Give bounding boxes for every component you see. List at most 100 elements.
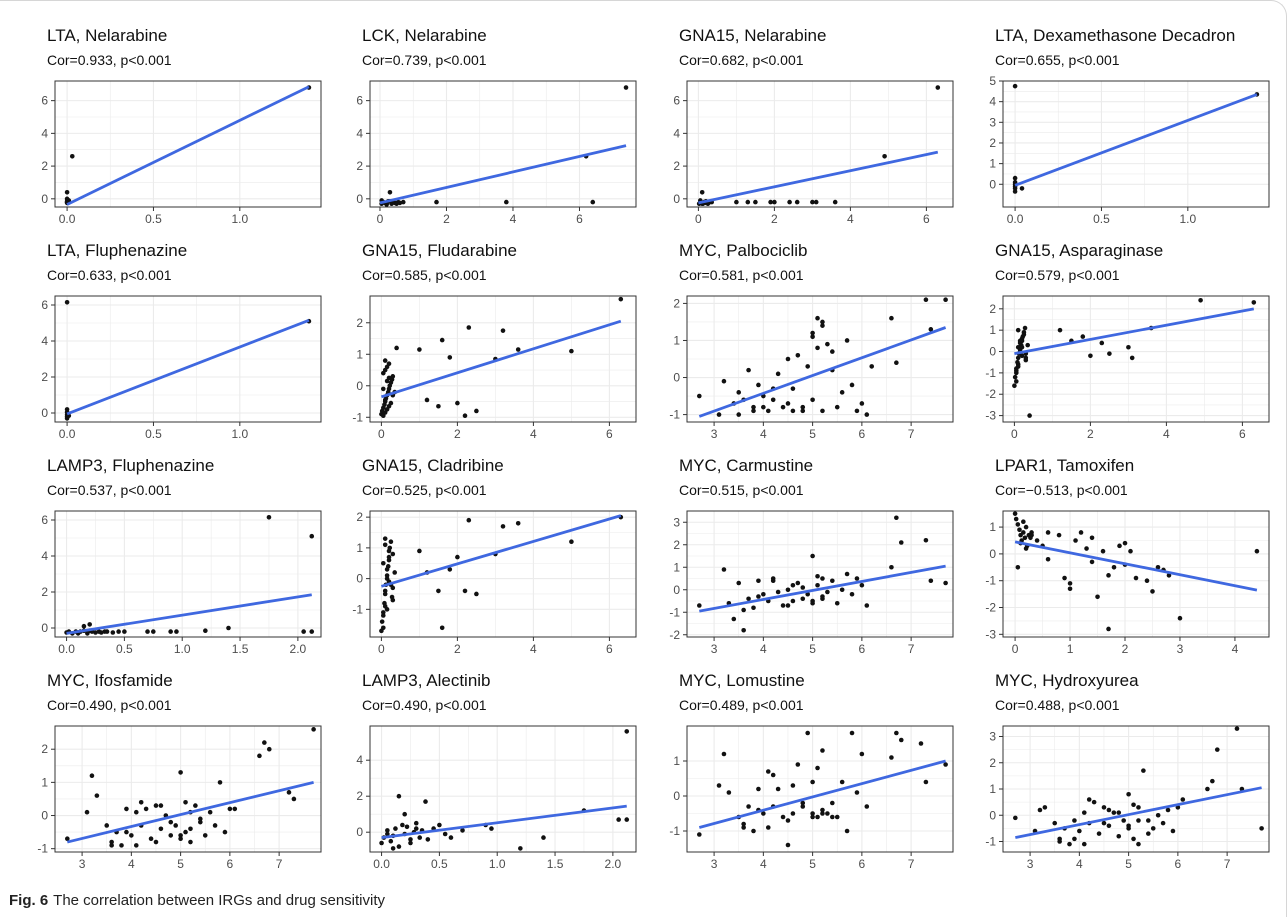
data-point (864, 412, 870, 417)
data-point (402, 811, 407, 817)
data-point (1101, 820, 1107, 826)
data-point (1073, 538, 1078, 543)
panel-title: LCK, Nelarabine (362, 26, 487, 45)
data-point (417, 835, 423, 840)
x-tick-label: 5 (809, 642, 816, 656)
data-point (1057, 839, 1062, 844)
data-point (1126, 823, 1131, 829)
data-point (1045, 530, 1051, 535)
y-tick-label: 6 (673, 94, 680, 108)
x-tick-label: 7 (908, 427, 915, 441)
data-point (124, 806, 129, 812)
data-point (309, 533, 315, 539)
data-point (1057, 327, 1063, 333)
data-point (1067, 581, 1073, 586)
data-point (381, 560, 386, 566)
data-point (266, 515, 272, 520)
x-tick-label: 2 (443, 212, 450, 226)
data-point (923, 537, 929, 543)
data-point (839, 587, 845, 593)
data-point (810, 330, 815, 336)
data-point (388, 539, 394, 545)
data-point (790, 783, 796, 788)
data-point (515, 520, 521, 526)
data-point (918, 741, 924, 746)
x-tick-label: 0.5 (145, 427, 162, 441)
data-point (145, 629, 150, 634)
data-point (390, 551, 396, 557)
panel-title: MYC, Carmustine (679, 456, 813, 475)
data-point (785, 587, 791, 593)
x-tick-label: 0 (377, 212, 384, 226)
data-point (1126, 791, 1131, 797)
x-tick-label: 2.0 (290, 642, 307, 656)
panel-background (370, 81, 636, 207)
y-tick-label: -2 (985, 387, 996, 401)
data-point (400, 199, 406, 205)
data-point (174, 629, 179, 634)
x-tick-label: 1.5 (547, 857, 564, 871)
data-point (390, 597, 396, 603)
data-point (765, 769, 771, 774)
regression-line (381, 514, 622, 588)
x-tick-label: 6 (1239, 427, 1246, 441)
data-point (381, 613, 386, 618)
data-point (761, 591, 766, 597)
data-point (69, 153, 75, 159)
data-point (894, 515, 899, 521)
data-point (815, 573, 820, 579)
data-point (765, 408, 771, 414)
y-tick-label: 2 (41, 159, 48, 173)
data-point (795, 762, 801, 767)
panel-border (686, 510, 954, 638)
data-point (775, 371, 781, 377)
data-point (1111, 564, 1117, 570)
data-point (935, 85, 941, 90)
data-point (1014, 370, 1019, 376)
scatter-panel: LTA, Dexamethasone Decadron Cor=0.655, p<… (989, 26, 1270, 226)
data-point (1019, 344, 1025, 350)
y-tick-label: 1 (673, 560, 680, 574)
data-point (1021, 332, 1027, 337)
data-point (153, 839, 159, 845)
panel-border (1002, 80, 1270, 208)
data-point (825, 589, 830, 595)
data-point (1198, 297, 1203, 303)
data-point (94, 793, 100, 798)
data-point (746, 804, 751, 809)
data-point (379, 840, 384, 846)
data-point (98, 630, 104, 635)
data-point (188, 839, 193, 845)
x-tick-label: 1.0 (231, 212, 248, 226)
data-point (198, 816, 203, 822)
panel-subtitle: Cor=0.633, p<0.001 (47, 267, 172, 283)
data-point (869, 364, 875, 369)
data-point (1106, 573, 1111, 578)
data-point (1106, 807, 1112, 813)
data-point (1015, 344, 1021, 350)
scatter-panel: LAMP3, Fluphenazine Cor=0.537, p<0.001 0.0… (41, 456, 322, 656)
data-point (384, 607, 390, 612)
scatter-panel: MYC, Carmustine Cor=0.515, p<0.001 3 4 5 6 7 -2… (669, 456, 954, 656)
panel-title: MYC, Lomustine (679, 671, 805, 690)
y-tick-label: 2 (356, 510, 363, 524)
x-tick-label: 7 (908, 857, 915, 871)
data-point (820, 408, 825, 414)
data-point (721, 567, 727, 572)
panel-border (369, 80, 637, 208)
data-point (1067, 586, 1073, 592)
x-tick-label: 0.0 (1007, 212, 1024, 226)
panel-border (686, 80, 954, 208)
data-point (790, 582, 796, 588)
panel-border (1002, 510, 1270, 638)
data-point (447, 567, 453, 572)
x-tick-label: 1 (1067, 642, 1074, 656)
data-point (1023, 355, 1029, 361)
data-point (89, 773, 95, 779)
data-point (810, 814, 815, 820)
x-tick-label: 0.5 (431, 857, 448, 871)
panel-subtitle: Cor=0.515, p<0.001 (679, 482, 804, 498)
data-point (1086, 797, 1092, 802)
data-point (1088, 353, 1093, 359)
